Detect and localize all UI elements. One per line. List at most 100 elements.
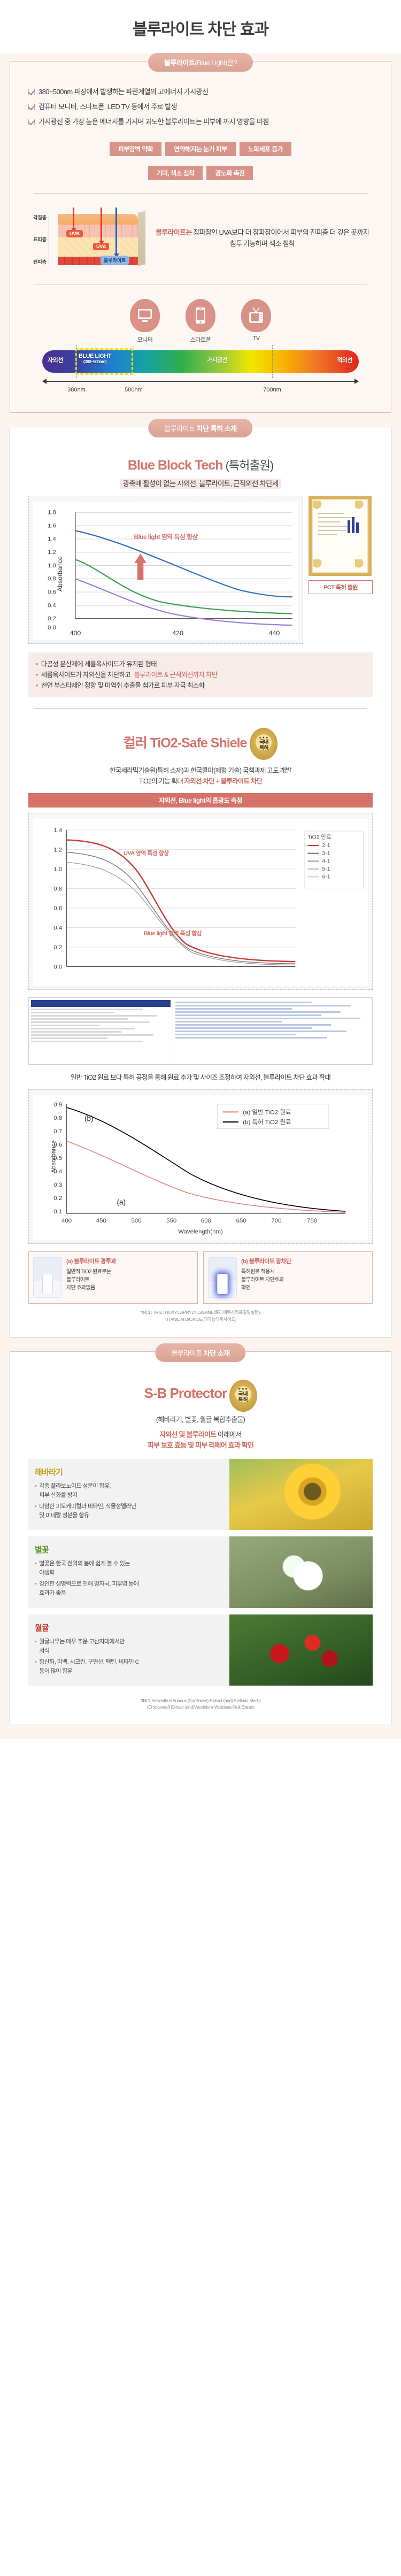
divider <box>34 193 367 194</box>
tio2-absorbance-chart: 1.4 1.2 1.0 0.8 0.6 0.4 0.2 0.0 <box>33 818 368 986</box>
symptom-chip: 연약해지는 눈가 피부 <box>165 141 236 156</box>
spectrum-bar: 자외선 BLUE LIGHT (380~500nm) 가시광선 적외선 <box>42 344 359 378</box>
svg-text:0.4: 0.4 <box>53 1168 63 1175</box>
ingredient-point-text: 강인한 생명력으로 인해 멍자국, 피부염 등에 효과가 좋음 <box>39 1581 139 1597</box>
svg-text:0.4: 0.4 <box>48 602 56 609</box>
device-label: 스마트폰 <box>190 336 211 343</box>
device-item-tv: TV <box>235 298 277 344</box>
ingredient-name: 해바라기 <box>35 1468 63 1478</box>
tech-title-plain: (특허출원) <box>222 458 274 472</box>
title-band: 블루라이트 차단 효과 <box>0 0 401 53</box>
sb-frame-wrap: 블루라이트 차단 소재 S-B Protector ★★★ 국내 특허 (해바라… <box>0 1343 401 1726</box>
smartphone-icon <box>186 298 215 332</box>
skin-cross-section-art: UVB UVA 블루라이트 <box>55 206 146 271</box>
product-name-b: 블루라이트 광차단 <box>249 1258 291 1265</box>
product-desc-a: 일반적 TiO2 원료로는 블루라이트 차단 효과없음 <box>66 1268 111 1291</box>
device-item-monitor: 모니터 <box>124 298 166 344</box>
spectrum-label-uv: 자외선 <box>48 357 63 364</box>
ingredient-text: 별꽃 별꽃은 한국 전역의 봄에 쉽게 볼 수 있는 야생화 강인한 생명력으로… <box>28 1536 229 1608</box>
ingredient-text: 해바라기 각종 플라보노이드 성분이 함유, 피부 산화를 방지 다양한 피토케… <box>28 1459 229 1530</box>
svg-text:3-1: 3-1 <box>322 851 330 857</box>
product-photo-a <box>33 1257 62 1298</box>
product-text-b: (b) 블루라이트 광차단 특허원료 적용시 블루라이트 차단효과 확인 <box>241 1257 291 1292</box>
ingredient-point-text: 월귤나무는 매우 추운 고산지대에서만 서식 <box>39 1638 125 1654</box>
axis-arrow-left-icon <box>42 378 47 384</box>
tio2-compare-chart: 0.9 0.8 0.7 0.6 0.5 0.4 0.3 0.2 0.1 <box>33 1095 368 1241</box>
blue-block-tech-title: Blue Block Tech (특허출원) <box>21 448 380 476</box>
skin-description-rest: 장파장인 UVA보다 더 장파장이어서 피부의 진피층 더 깊은 곳까지 침투 … <box>191 228 369 248</box>
tio2-title-kr: 컬러 <box>123 735 150 751</box>
tio2-comparison-description: 일반 TiO2 원료 보다 특허 공정을 통해 원료 추가 및 사이즈 조정하여… <box>70 1073 331 1081</box>
cert-corner-ornament <box>355 500 367 512</box>
svg-text:6-1: 6-1 <box>322 874 330 880</box>
svg-text:(a): (a) <box>117 1198 126 1206</box>
intro-frame-wrap: 블루라이트(Blue Light)란? 380~500nm 파장에서 발생하는 … <box>0 53 401 413</box>
svg-text:1.4: 1.4 <box>48 536 56 542</box>
device-label: TV <box>252 335 260 342</box>
product-card-b: (b) 블루라이트 광차단 특허원료 적용시 블루라이트 차단효과 확인 <box>203 1251 373 1304</box>
ingredient-point-text: 각종 플라보노이드 성분이 함유, 피부 산화를 방지 <box>39 1483 111 1499</box>
svg-text:0.5: 0.5 <box>53 1155 62 1162</box>
intro-pill-thin: (Blue Light)란? <box>195 59 237 67</box>
checkbox-icon <box>28 89 35 95</box>
ingredient-card-sunflower: 해바라기 각종 플라보노이드 성분이 함유, 피부 산화를 방지 다양한 피토케… <box>28 1459 373 1531</box>
tio2-compare-chart-card: 0.9 0.8 0.7 0.6 0.5 0.4 0.3 0.2 0.1 <box>28 1089 373 1244</box>
intro-pill-bold: 블루라이트 <box>164 59 195 67</box>
spectrum-divider-380 <box>76 344 77 378</box>
seal-bottom-text: 특허 <box>259 745 268 752</box>
page-root: 블루라이트 차단 효과 블루라이트(Blue Light)란? 380~500n… <box>0 0 401 1739</box>
svg-text:500: 500 <box>131 1218 141 1224</box>
device-label: 모니터 <box>137 336 153 343</box>
spectrum-axis <box>42 378 359 386</box>
seal-stars-icon: ★★★ <box>258 736 269 740</box>
product-text-a: (a) 블루라이트 광투과 일반적 TiO2 원료로는 블루라이트 차단 효과없… <box>66 1257 116 1292</box>
sb-desc-rest: 아래에서 <box>216 1430 242 1439</box>
tech-bullet: 다공성 분산제에 세륨옥사이드가 유지된 형태 <box>36 659 365 670</box>
skin-dermis-layer <box>58 237 138 257</box>
skin-bracket <box>49 214 52 265</box>
absorbance-chart: 1.8 1.6 1.4 1.2 1.0 0.8 0.6 0.4 0.2 0. <box>33 501 298 640</box>
tech-bullet-text: 세륨옥사이드가 자외선을 차단하고 <box>41 671 131 679</box>
uvb-arrow-icon <box>71 207 76 232</box>
svg-text:TiO2 안료: TiO2 안료 <box>307 834 331 840</box>
seal-top-text: 국내 <box>238 1391 248 1397</box>
svg-text:400: 400 <box>70 629 81 637</box>
tio2-title-en: TiO2-Safe Shiele <box>150 735 248 751</box>
absorbance-chart-card: 1.8 1.6 1.4 1.2 1.0 0.8 0.6 0.4 0.2 0. <box>28 495 303 644</box>
skin-layer-label: 각질층 <box>33 214 47 220</box>
svg-text:440: 440 <box>269 629 280 637</box>
symptom-chip: 광노화 촉진 <box>206 165 253 180</box>
symptom-chip: 기미, 색소 침착 <box>148 165 203 180</box>
svg-text:0.9: 0.9 <box>53 1102 62 1108</box>
product-title-a: (a) 블루라이트 광투과 <box>66 1257 116 1266</box>
svg-text:0.0: 0.0 <box>48 625 56 631</box>
tio2-desc-line2-plain: TiO2의 기능 확대 <box>138 777 184 785</box>
chickweed-photo <box>229 1536 373 1608</box>
svg-text:5-1: 5-1 <box>322 866 330 872</box>
spectrum-label-visible: 가시광선 <box>206 357 228 364</box>
spectrum-label-infrared: 적외선 <box>337 357 352 364</box>
svg-text:0.8: 0.8 <box>48 575 56 582</box>
tech-frame-wrap: 블루라이트 차단 특허 소재 Blue Block Tech (특허출원) 광촉… <box>0 418 401 1337</box>
tio2-title: 컬러 TiO2-Safe Shiele ★★★ 국내 특허 <box>21 719 380 763</box>
ingredient-point-text: 별꽃은 한국 전역의 봄에 쉽게 볼 수 있는 야생화 <box>39 1560 130 1577</box>
svg-text:(a) 일반 TiO2 원료: (a) 일반 TiO2 원료 <box>243 1108 291 1116</box>
svg-text:1.0: 1.0 <box>53 866 62 873</box>
svg-text:600: 600 <box>201 1218 211 1224</box>
tech-pill-bold: 차단 특허 소재 <box>196 424 237 433</box>
ingredient-point: 각종 플라보노이드 성분이 함유, 피부 산화를 방지 <box>35 1482 223 1500</box>
tio2-chart-card-wrap: 1.4 1.2 1.0 0.8 0.6 0.4 0.2 0.0 <box>28 812 373 990</box>
sb-pill-bold: 차단 소재 <box>203 1349 230 1357</box>
svg-text:450: 450 <box>96 1218 106 1224</box>
check-item: 380~500nm 파장에서 발생하는 파란계열의 고에너지 가시광선 <box>28 87 373 97</box>
spectrum-blue-title: BLUE LIGHT <box>79 352 112 359</box>
axis-line <box>45 381 356 382</box>
page-title: 블루라이트 차단 효과 <box>132 21 269 39</box>
svg-text:(b): (b) <box>84 1114 94 1122</box>
device-item-smartphone: 스마트폰 <box>180 298 221 344</box>
tech-bullet: 세륨옥사이드가 자외선을 차단하고 블루라이트 & 근적외선까지 차단 <box>36 670 365 680</box>
sb-title-row: S-B Protector ★★★ 국내 특허 <box>21 1379 380 1412</box>
svg-text:0.8: 0.8 <box>53 886 62 892</box>
sb-description: 자외선 및 블루라이트 아래에서 피부 보호 효능 및 피부 리페어 효과 확인 <box>21 1425 380 1459</box>
spectrum-tick: 700nm <box>263 386 281 393</box>
